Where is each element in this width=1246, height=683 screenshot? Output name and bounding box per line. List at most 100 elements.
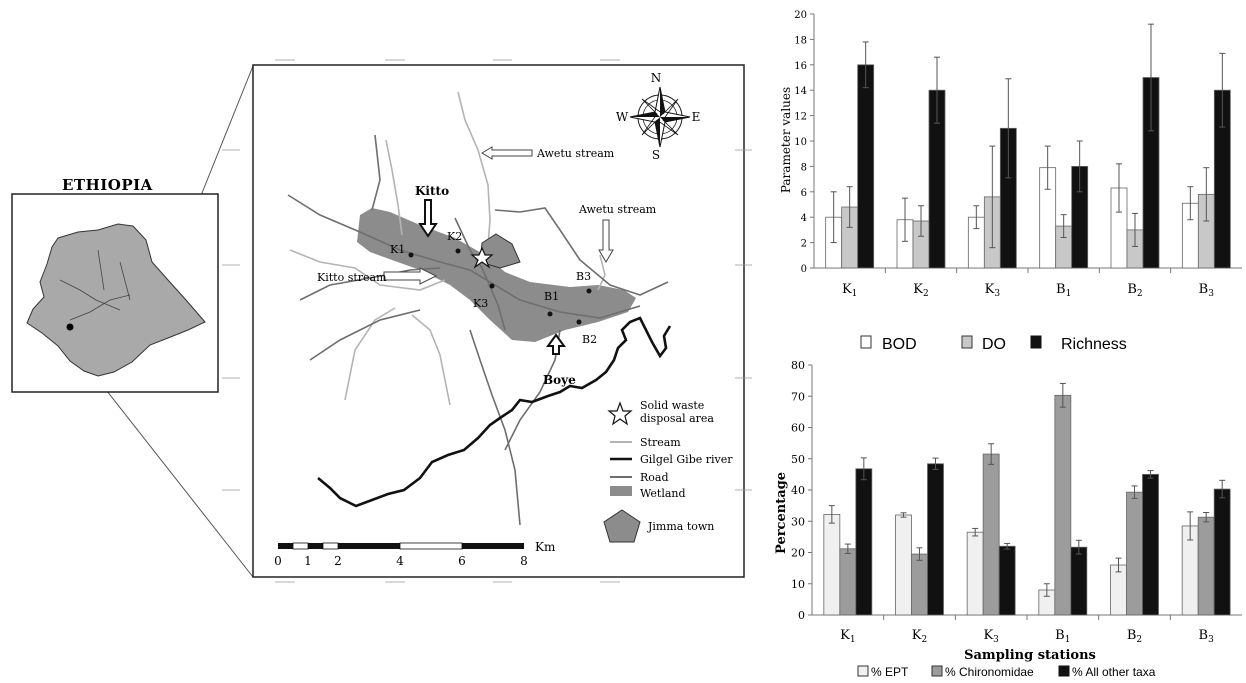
map-legend-symbols: [603, 401, 641, 543]
bar-chironomidae-b3: [1197, 516, 1215, 616]
station-points: [408, 248, 592, 325]
legend-other-swatch: [1058, 665, 1070, 677]
bar-ept-k2: [895, 514, 912, 616]
y-tick-label: 60: [791, 422, 805, 435]
legend-chironomidae-swatch: [931, 665, 943, 677]
boye-arrow: [546, 333, 566, 355]
compass-w-label: W: [616, 110, 629, 124]
wetland-area: [357, 208, 636, 342]
x-category-label: K1: [842, 282, 857, 299]
legend-bod-label: BOD: [882, 336, 917, 353]
study-location-dot: [66, 323, 74, 331]
y-tick-label: 0: [798, 609, 805, 622]
legend-waste-label: Solid waste disposal area: [640, 399, 714, 425]
kitto-stream-arrow: [383, 267, 438, 285]
x-category-label: B1: [1055, 628, 1070, 645]
y-tick-label: 70: [791, 390, 805, 403]
legend-town-label: Jimma town: [647, 520, 714, 533]
legend-richness-swatch: [1030, 335, 1042, 349]
legend-ept-label: % EPT: [871, 665, 909, 679]
bar-allothertaxa-b3: [1213, 488, 1231, 616]
awetu-stream-label-right: Awetu stream: [578, 203, 657, 216]
y-tick-label: 20: [791, 547, 805, 560]
y-tick-label: 12: [794, 112, 807, 123]
compass-e-label: E: [692, 110, 701, 124]
zoom-line-bottom: [91, 371, 254, 578]
awetu-stream-label-top: Awetu stream: [536, 147, 615, 160]
scale-bar: [278, 542, 524, 550]
bar-ept-k1: [823, 513, 841, 616]
x-category-label: B2: [1127, 628, 1142, 645]
compass-n-label: N: [651, 71, 662, 85]
kitto-arrow: [418, 199, 438, 238]
chart-parameters: Parameter values 0 2 4 6 8 10 12 14 16 18 20 K1 K2 K3…: [779, 10, 1242, 353]
legend-ept-swatch: [857, 665, 869, 677]
inset-title: ETHIOPIA: [62, 176, 153, 194]
x-category-label: K1: [840, 628, 855, 645]
y-tick-label: 80: [791, 359, 805, 372]
bar-chironomidae-k2: [911, 553, 928, 616]
bar-chironomidae-b1: [1054, 394, 1072, 616]
station-k2-label: K2: [447, 230, 462, 243]
legend-do-label: DO: [982, 336, 1006, 353]
legend-wetland-label: Wetland: [640, 487, 686, 500]
x-category-label: B2: [1127, 282, 1142, 299]
y-tick-label: 16: [794, 61, 807, 72]
x-category-label: K2: [913, 282, 928, 299]
boye-label: Boye: [543, 373, 576, 387]
scale-tick-6: 6: [458, 554, 466, 568]
legend-bod-swatch: [860, 335, 872, 349]
legend-waste-line2: disposal area: [640, 412, 714, 425]
legend-richness-label: Richness: [1061, 336, 1127, 353]
bar-chironomidae-k1: [839, 548, 857, 616]
ethiopia-shape: [26, 223, 206, 377]
bar-ept-k3: [966, 531, 984, 616]
bar-allothertaxa-k3: [998, 545, 1016, 616]
legend-town-icon: [603, 509, 641, 543]
x-category-label: K3: [985, 282, 1001, 299]
y-tick-label: 40: [791, 484, 805, 497]
y-tick-label: 6: [801, 188, 807, 199]
gilgel-gibe-river: [317, 316, 672, 508]
streams: [289, 91, 606, 406]
legend-star-icon: [607, 401, 633, 426]
y-tick-label: 50: [791, 453, 805, 466]
bar-ept-b2: [1110, 564, 1127, 616]
legend-river-label: Gilgel Gibe river: [640, 453, 733, 466]
scale-tick-8: 8: [520, 554, 528, 568]
legend-chironomidae-label: % Chironomidae: [945, 665, 1034, 679]
legend-road-label: Road: [640, 471, 669, 484]
y-tick-label: 14: [794, 86, 807, 97]
bar-allothertaxa-b1: [1070, 546, 1088, 616]
legend-stream-label: Stream: [640, 436, 681, 449]
chart2-ylabel: Percentage: [774, 472, 789, 554]
bar-chironomidae-k3: [982, 453, 1000, 616]
station-b3-label: B3: [576, 270, 591, 283]
station-b1-label: B1: [544, 290, 559, 303]
bar-allothertaxa-k2: [927, 463, 944, 616]
bar-allothertaxa-k1: [855, 468, 873, 616]
x-category-label: B3: [1199, 628, 1215, 645]
waste-site-star: [470, 246, 494, 269]
station-b2-label: B2: [582, 333, 597, 346]
compass-icon: [629, 86, 691, 148]
jimma-town-shape: [479, 233, 521, 269]
bar-chironomidae-b2: [1126, 491, 1143, 616]
kitto-stream-label: Kitto stream: [317, 271, 387, 284]
awetu-right-arrow: [598, 219, 614, 263]
station-k1-label: K1: [390, 243, 405, 256]
y-tick-label: 30: [791, 515, 805, 528]
zoom-line-top: [199, 65, 254, 199]
x-category-label: B3: [1199, 282, 1215, 299]
chart1-ylabel: Parameter values: [779, 87, 793, 193]
y-tick-label: 10: [791, 578, 805, 591]
scale-tick-4: 4: [396, 554, 404, 568]
y-tick-label: 0: [801, 264, 807, 275]
bar-richness-k1: [857, 64, 875, 269]
x-category-label: B1: [1056, 282, 1071, 299]
bar-allothertaxa-b2: [1142, 473, 1159, 616]
awetu-top-arrow: [481, 146, 533, 160]
scale-tick-1: 1: [304, 554, 312, 568]
y-tick-label: 4: [801, 213, 807, 224]
